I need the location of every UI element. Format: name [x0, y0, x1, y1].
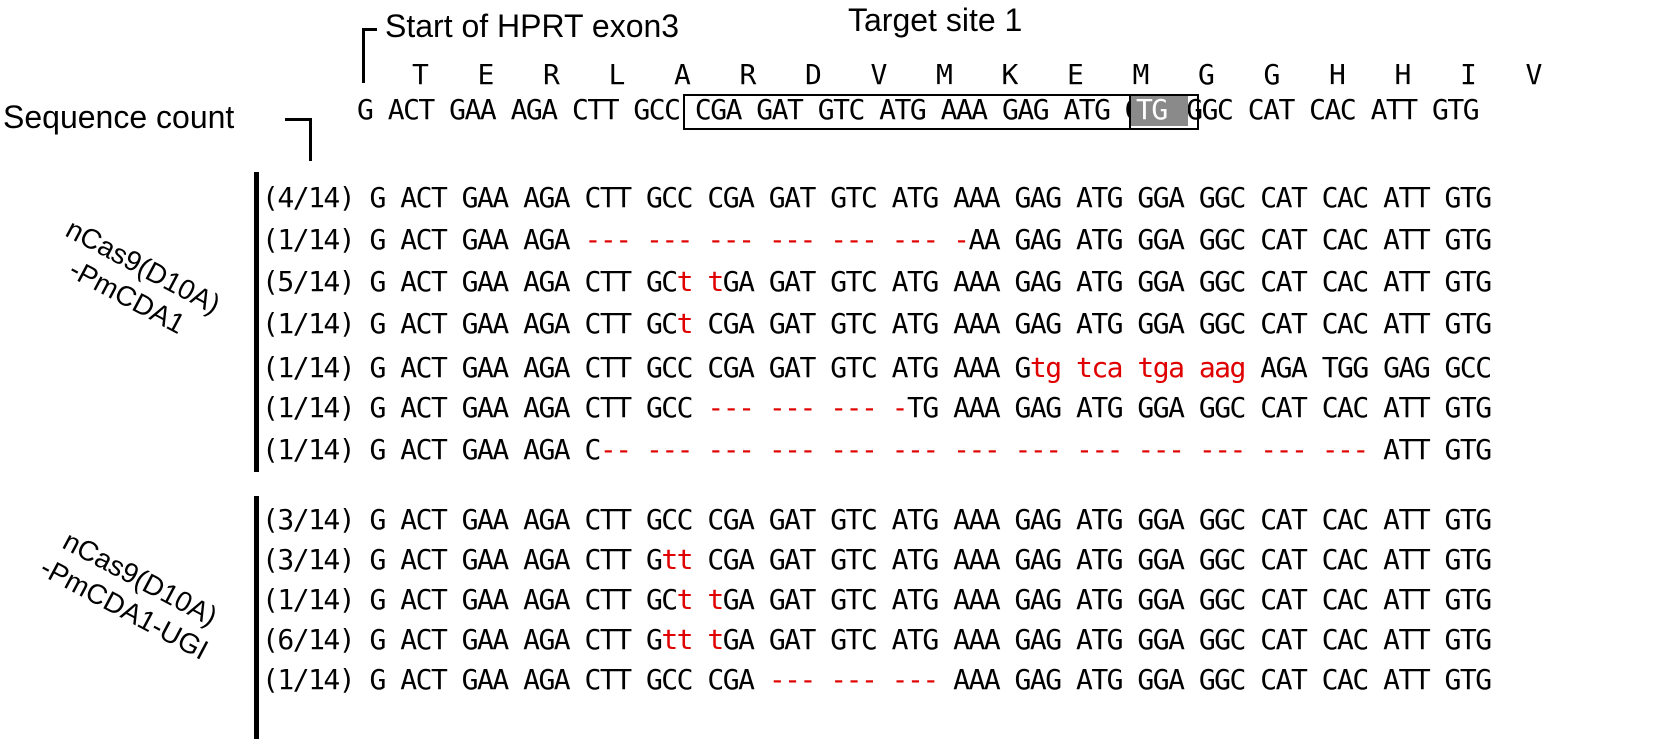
- sequence-row: (1/14) G ACT GAA AGA CTT GCt CGA GAT GTC…: [262, 306, 1492, 342]
- sequence-row: (1/14) G ACT GAA AGA C-- --- --- --- ---…: [262, 432, 1492, 468]
- sequence-segment: GA GAT GTC ATG AAA GAG ATG GGA GGC CAT C…: [722, 265, 1492, 298]
- sequence-row: (1/14) G ACT GAA AGA CTT GCC --- --- ---…: [262, 390, 1492, 426]
- sequence-row: (1/14) G ACT GAA AGA CTT GCC CGA GAT GTC…: [262, 350, 1492, 386]
- exon-start-bracket: [362, 28, 377, 83]
- sequence-row: (3/14) G ACT GAA AGA CTT GCC CGA GAT GTC…: [262, 502, 1493, 538]
- amino-acid-8: M: [936, 58, 953, 91]
- exon-start-label: Start of HPRT exon3: [385, 8, 680, 44]
- pam-box-divider: [1129, 94, 1131, 128]
- sequence-row: (5/14) G ACT GAA AGA CTT GCt tGA GAT GTC…: [262, 264, 1492, 300]
- sequence-count: (1/14): [262, 351, 370, 384]
- pam-highlight: [1130, 96, 1188, 126]
- amino-acid-6: D: [805, 58, 822, 91]
- group-divider-bar-2: [254, 496, 259, 739]
- sequence-count: (1/14): [262, 433, 370, 466]
- sequence-segment: TG AAA GAG ATG GGA GGC CAT CAC ATT GTG: [907, 391, 1492, 424]
- amino-acid-1: E: [477, 58, 495, 91]
- sequence-count-label: Sequence count: [3, 99, 235, 135]
- sequence-segment: AGA TGG GAG GCC: [1244, 351, 1492, 384]
- sequence-count: (1/14): [262, 307, 370, 340]
- amino-acid-15: H: [1394, 58, 1412, 91]
- mutation-segment: --- --- --- -: [707, 391, 908, 424]
- sequence-segment: GA GAT GTC ATG AAA GAG ATG GGA GGC CAT C…: [722, 623, 1492, 656]
- sequence-count: (1/14): [262, 391, 370, 424]
- sequence-segment: G ACT GAA AGA CTT GC: [369, 307, 679, 340]
- amino-acid-10: E: [1067, 58, 1084, 91]
- sequence-row: (6/14) G ACT GAA AGA CTT Gtt tGA GAT GTC…: [262, 622, 1492, 658]
- mutation-segment: tg tca tga aag: [1029, 351, 1247, 384]
- sequence-segment: G ACT GAA AGA CTT GCC CGA GAT GTC ATG AA…: [369, 351, 1032, 384]
- mutation-segment: tt: [661, 543, 693, 576]
- amino-acid-0: T: [412, 58, 429, 91]
- sequence-count: (6/14): [262, 623, 370, 656]
- sequence-segment: G ACT GAA AGA CTT GCC CGA GAT GTC ATG AA…: [369, 503, 1493, 536]
- sequence-segment: CGA GAT GTC ATG AAA GAG ATG GGA GGC CAT …: [692, 307, 1492, 340]
- amino-acid-12: G: [1198, 58, 1215, 91]
- sequence-count-bracket: [285, 118, 312, 161]
- sequence-segment: G ACT GAA AGA CTT GC: [369, 583, 679, 616]
- sequence-segment: G ACT GAA AGA C: [369, 433, 602, 466]
- amino-acid-17: V: [1525, 58, 1543, 91]
- mutation-segment: t t: [676, 583, 725, 616]
- sequence-count: (1/14): [262, 583, 370, 616]
- sequence-row: (3/14) G ACT GAA AGA CTT Gtt CGA GAT GTC…: [262, 542, 1492, 578]
- target-site-box: [683, 94, 1199, 130]
- amino-acid-9: K: [1001, 58, 1019, 91]
- sequence-row: (4/14) G ACT GAA AGA CTT GCC CGA GAT GTC…: [262, 180, 1493, 216]
- sequence-count: (3/14): [262, 543, 370, 576]
- sequence-segment: ATT GTG: [1367, 433, 1492, 466]
- sequence-segment: G ACT GAA AGA CTT GC: [369, 265, 679, 298]
- sequence-count: (5/14): [262, 265, 370, 298]
- sequence-segment: CGA GAT GTC ATG AAA GAG ATG GGA GGC CAT …: [692, 543, 1492, 576]
- amino-acid-16: I: [1460, 58, 1477, 91]
- group-label-1: nCas9(D10A) -PmCDA1: [17, 198, 252, 366]
- mutation-segment: -- --- --- --- --- --- --- --- --- --- -…: [599, 433, 1369, 466]
- pam-text: TG: [1136, 93, 1168, 126]
- mutation-segment: --- --- --- --- --- --- -: [584, 223, 970, 256]
- mutation-segment: t: [676, 307, 694, 340]
- amino-acid-7: V: [870, 58, 888, 91]
- sequence-segment: AA GAG ATG GGA GGC CAT CAC ATT GTG: [968, 223, 1492, 256]
- amino-acid-14: H: [1329, 58, 1346, 91]
- sequence-row: (1/14) G ACT GAA AGA CTT GCt tGA GAT GTC…: [262, 582, 1492, 618]
- sequence-count: (4/14): [262, 181, 370, 214]
- sequence-segment: G ACT GAA AGA: [369, 223, 585, 256]
- amino-acid-11: M: [1132, 58, 1150, 91]
- amino-acid-2: R: [543, 58, 560, 91]
- sequence-count: (1/14): [262, 663, 370, 696]
- group-divider-bar-1: [254, 172, 259, 472]
- amino-acid-3: L: [608, 58, 626, 91]
- mutation-segment: --- --- ---: [768, 663, 939, 696]
- sequence-segment: AAA GAG ATG GGA GGC CAT CAC ATT GTG: [937, 663, 1492, 696]
- sequence-segment: G ACT GAA AGA CTT GCC CGA GAT GTC ATG AA…: [369, 181, 1493, 214]
- sequence-segment: G ACT GAA AGA CTT G: [369, 623, 663, 656]
- sequence-count: (3/14): [262, 503, 370, 536]
- sequence-segment: GA GAT GTC ATG AAA GAG ATG GGA GGC CAT C…: [722, 583, 1492, 616]
- sequence-row: (1/14) G ACT GAA AGA --- --- --- --- ---…: [262, 222, 1492, 258]
- sequence-segment: G ACT GAA AGA CTT G: [369, 543, 663, 576]
- sequence-segment: G ACT GAA AGA CTT GCC CGA: [369, 663, 769, 696]
- amino-acid-13: G: [1263, 58, 1281, 91]
- target-site-label: Target site 1: [848, 2, 1023, 38]
- mutation-segment: tt t: [661, 623, 724, 656]
- amino-acid-5: R: [739, 58, 757, 91]
- sequence-row: (1/14) G ACT GAA AGA CTT GCC CGA --- ---…: [262, 662, 1492, 698]
- sequence-segment: G ACT GAA AGA CTT GCC: [369, 391, 708, 424]
- sequence-count: (1/14): [262, 223, 370, 256]
- group-label-2: nCas9(D10A) -PmCDA1-UGI: [10, 508, 254, 681]
- amino-acid-4: A: [674, 58, 691, 91]
- mutation-segment: t t: [676, 265, 725, 298]
